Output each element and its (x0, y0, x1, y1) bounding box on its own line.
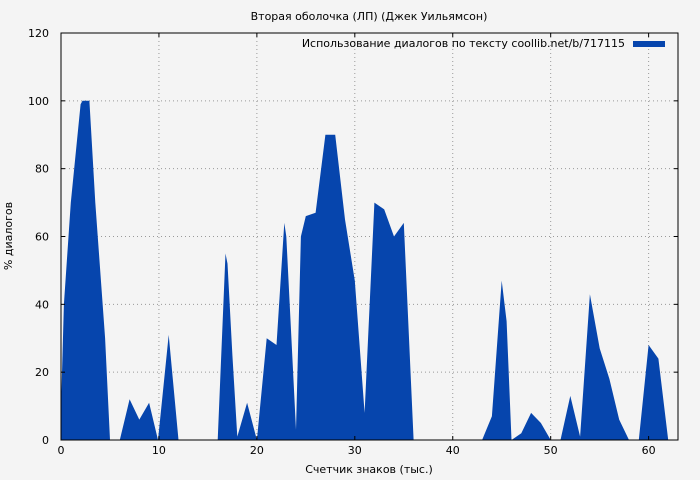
y-axis-label: % диалогов (2, 202, 15, 270)
y-tick-label: 60 (35, 231, 49, 244)
y-tick-label: 80 (35, 163, 49, 176)
legend-label: Использование диалогов по тексту coollib… (302, 37, 625, 50)
x-tick-label: 40 (446, 444, 460, 457)
chart-title: Вторая оболочка (ЛП) (Джек Уильямсон) (251, 10, 488, 23)
series-areas (61, 100, 678, 441)
x-tick-label: 60 (642, 444, 656, 457)
series-area-0 (61, 100, 678, 441)
x-tick-label: 0 (58, 444, 65, 457)
y-tick-label: 100 (28, 95, 49, 108)
y-tick-label: 120 (28, 27, 49, 40)
x-tick-label: 20 (250, 444, 264, 457)
x-tick-label: 30 (348, 444, 362, 457)
y-tick-label: 0 (42, 434, 49, 447)
x-tick-label: 10 (152, 444, 166, 457)
y-tick-label: 20 (35, 366, 49, 379)
y-tick-label: 40 (35, 298, 49, 311)
x-axis-ticks: 0 10 20 30 40 50 60 (58, 33, 656, 457)
x-tick-label: 50 (544, 444, 558, 457)
legend: Использование диалогов по тексту coollib… (302, 37, 665, 50)
legend-swatch (633, 41, 665, 47)
y-axis-ticks: 0 20 40 60 80 100 120 (28, 27, 678, 447)
x-axis-label: Счетчик знаков (тыс.) (305, 463, 433, 476)
